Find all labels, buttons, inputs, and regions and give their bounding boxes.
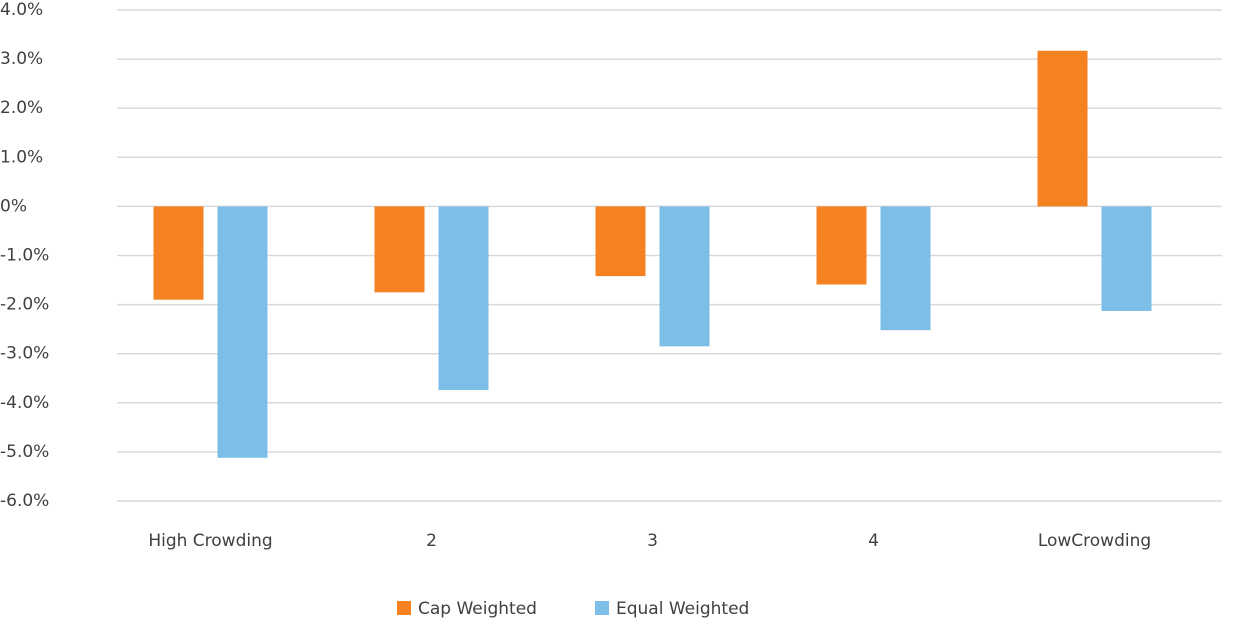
y-tick-label: 4.0% xyxy=(0,0,43,20)
bar xyxy=(1101,206,1152,311)
bar xyxy=(595,206,646,277)
legend-swatch xyxy=(595,601,609,615)
bar xyxy=(438,206,489,391)
y-tick-label: -1.0% xyxy=(0,246,49,266)
bar xyxy=(153,206,204,300)
legend-label: Equal Weighted xyxy=(616,599,749,619)
y-tick-label: 1.0% xyxy=(0,147,43,167)
y-tick-label: 3.0% xyxy=(0,49,43,69)
y-tick-label: 2.0% xyxy=(0,98,43,118)
y-tick-label: 0% xyxy=(0,196,27,216)
legend-label: Cap Weighted xyxy=(418,599,537,619)
bar xyxy=(880,206,931,331)
y-tick-label: -3.0% xyxy=(0,344,49,364)
bar xyxy=(217,206,268,458)
bar xyxy=(1037,50,1088,207)
y-tick-label: -2.0% xyxy=(0,295,49,315)
bar xyxy=(374,206,425,293)
x-tick-label: LowCrowding xyxy=(1038,531,1151,551)
x-tick-label: High Crowding xyxy=(148,531,272,551)
x-tick-label: 3 xyxy=(647,531,658,551)
y-tick-label: -5.0% xyxy=(0,442,49,462)
y-tick-label: -4.0% xyxy=(0,393,49,413)
legend-swatch xyxy=(397,601,411,615)
x-tick-label: 2 xyxy=(426,531,437,551)
y-tick-label: -6.0% xyxy=(0,491,49,511)
bar xyxy=(659,206,710,347)
x-tick-label: 4 xyxy=(868,531,879,551)
bar xyxy=(816,206,867,285)
